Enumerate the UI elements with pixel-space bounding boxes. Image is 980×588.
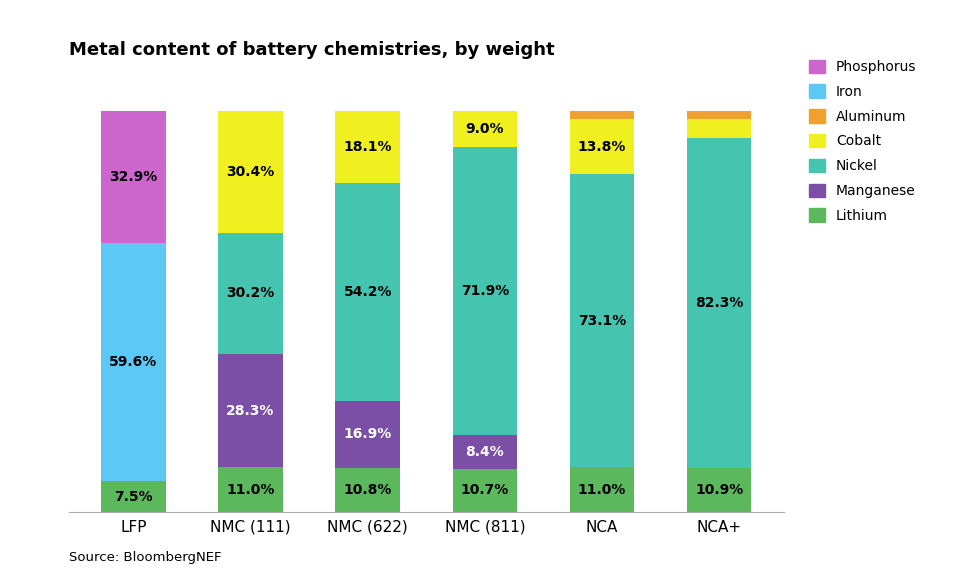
Text: 8.4%: 8.4% xyxy=(466,445,505,459)
Legend: Phosphorus, Iron, Aluminum, Cobalt, Nickel, Manganese, Lithium: Phosphorus, Iron, Aluminum, Cobalt, Nick… xyxy=(806,55,920,227)
Bar xyxy=(101,482,166,512)
Text: 30.2%: 30.2% xyxy=(226,286,274,300)
Bar xyxy=(335,183,400,400)
Bar xyxy=(219,111,283,233)
Bar xyxy=(687,138,752,468)
Bar xyxy=(569,119,634,175)
Bar xyxy=(453,435,517,469)
Bar xyxy=(687,119,752,138)
Text: 54.2%: 54.2% xyxy=(343,285,392,299)
Text: 10.8%: 10.8% xyxy=(344,483,392,497)
Bar xyxy=(687,468,752,512)
Bar xyxy=(335,400,400,468)
Text: 30.4%: 30.4% xyxy=(226,165,274,179)
Bar xyxy=(335,111,400,183)
Text: 59.6%: 59.6% xyxy=(109,355,158,369)
Bar xyxy=(687,111,752,119)
Text: 9.0%: 9.0% xyxy=(466,122,504,136)
Bar xyxy=(569,467,634,512)
Text: 28.3%: 28.3% xyxy=(226,404,274,417)
Text: Source: BloombergNEF: Source: BloombergNEF xyxy=(69,552,221,564)
Text: 13.8%: 13.8% xyxy=(578,140,626,153)
Bar xyxy=(101,111,166,243)
Text: 11.0%: 11.0% xyxy=(578,483,626,496)
Text: 73.1%: 73.1% xyxy=(578,314,626,328)
Bar xyxy=(569,175,634,467)
Bar xyxy=(101,242,166,482)
Bar xyxy=(335,468,400,512)
Text: 32.9%: 32.9% xyxy=(109,169,158,183)
Bar xyxy=(453,469,517,512)
Text: Metal content of battery chemistries, by weight: Metal content of battery chemistries, by… xyxy=(69,41,555,59)
Text: 82.3%: 82.3% xyxy=(695,296,744,310)
Bar xyxy=(453,147,517,435)
Text: 10.7%: 10.7% xyxy=(461,483,509,497)
Text: 10.9%: 10.9% xyxy=(695,483,744,497)
Bar xyxy=(219,354,283,467)
Bar xyxy=(453,111,517,147)
Bar xyxy=(219,467,283,512)
Text: 71.9%: 71.9% xyxy=(461,284,509,298)
Text: 18.1%: 18.1% xyxy=(343,140,392,154)
Text: 7.5%: 7.5% xyxy=(114,490,153,503)
Bar xyxy=(219,233,283,354)
Text: 11.0%: 11.0% xyxy=(226,483,274,496)
Bar xyxy=(569,111,634,119)
Text: 16.9%: 16.9% xyxy=(344,427,392,442)
